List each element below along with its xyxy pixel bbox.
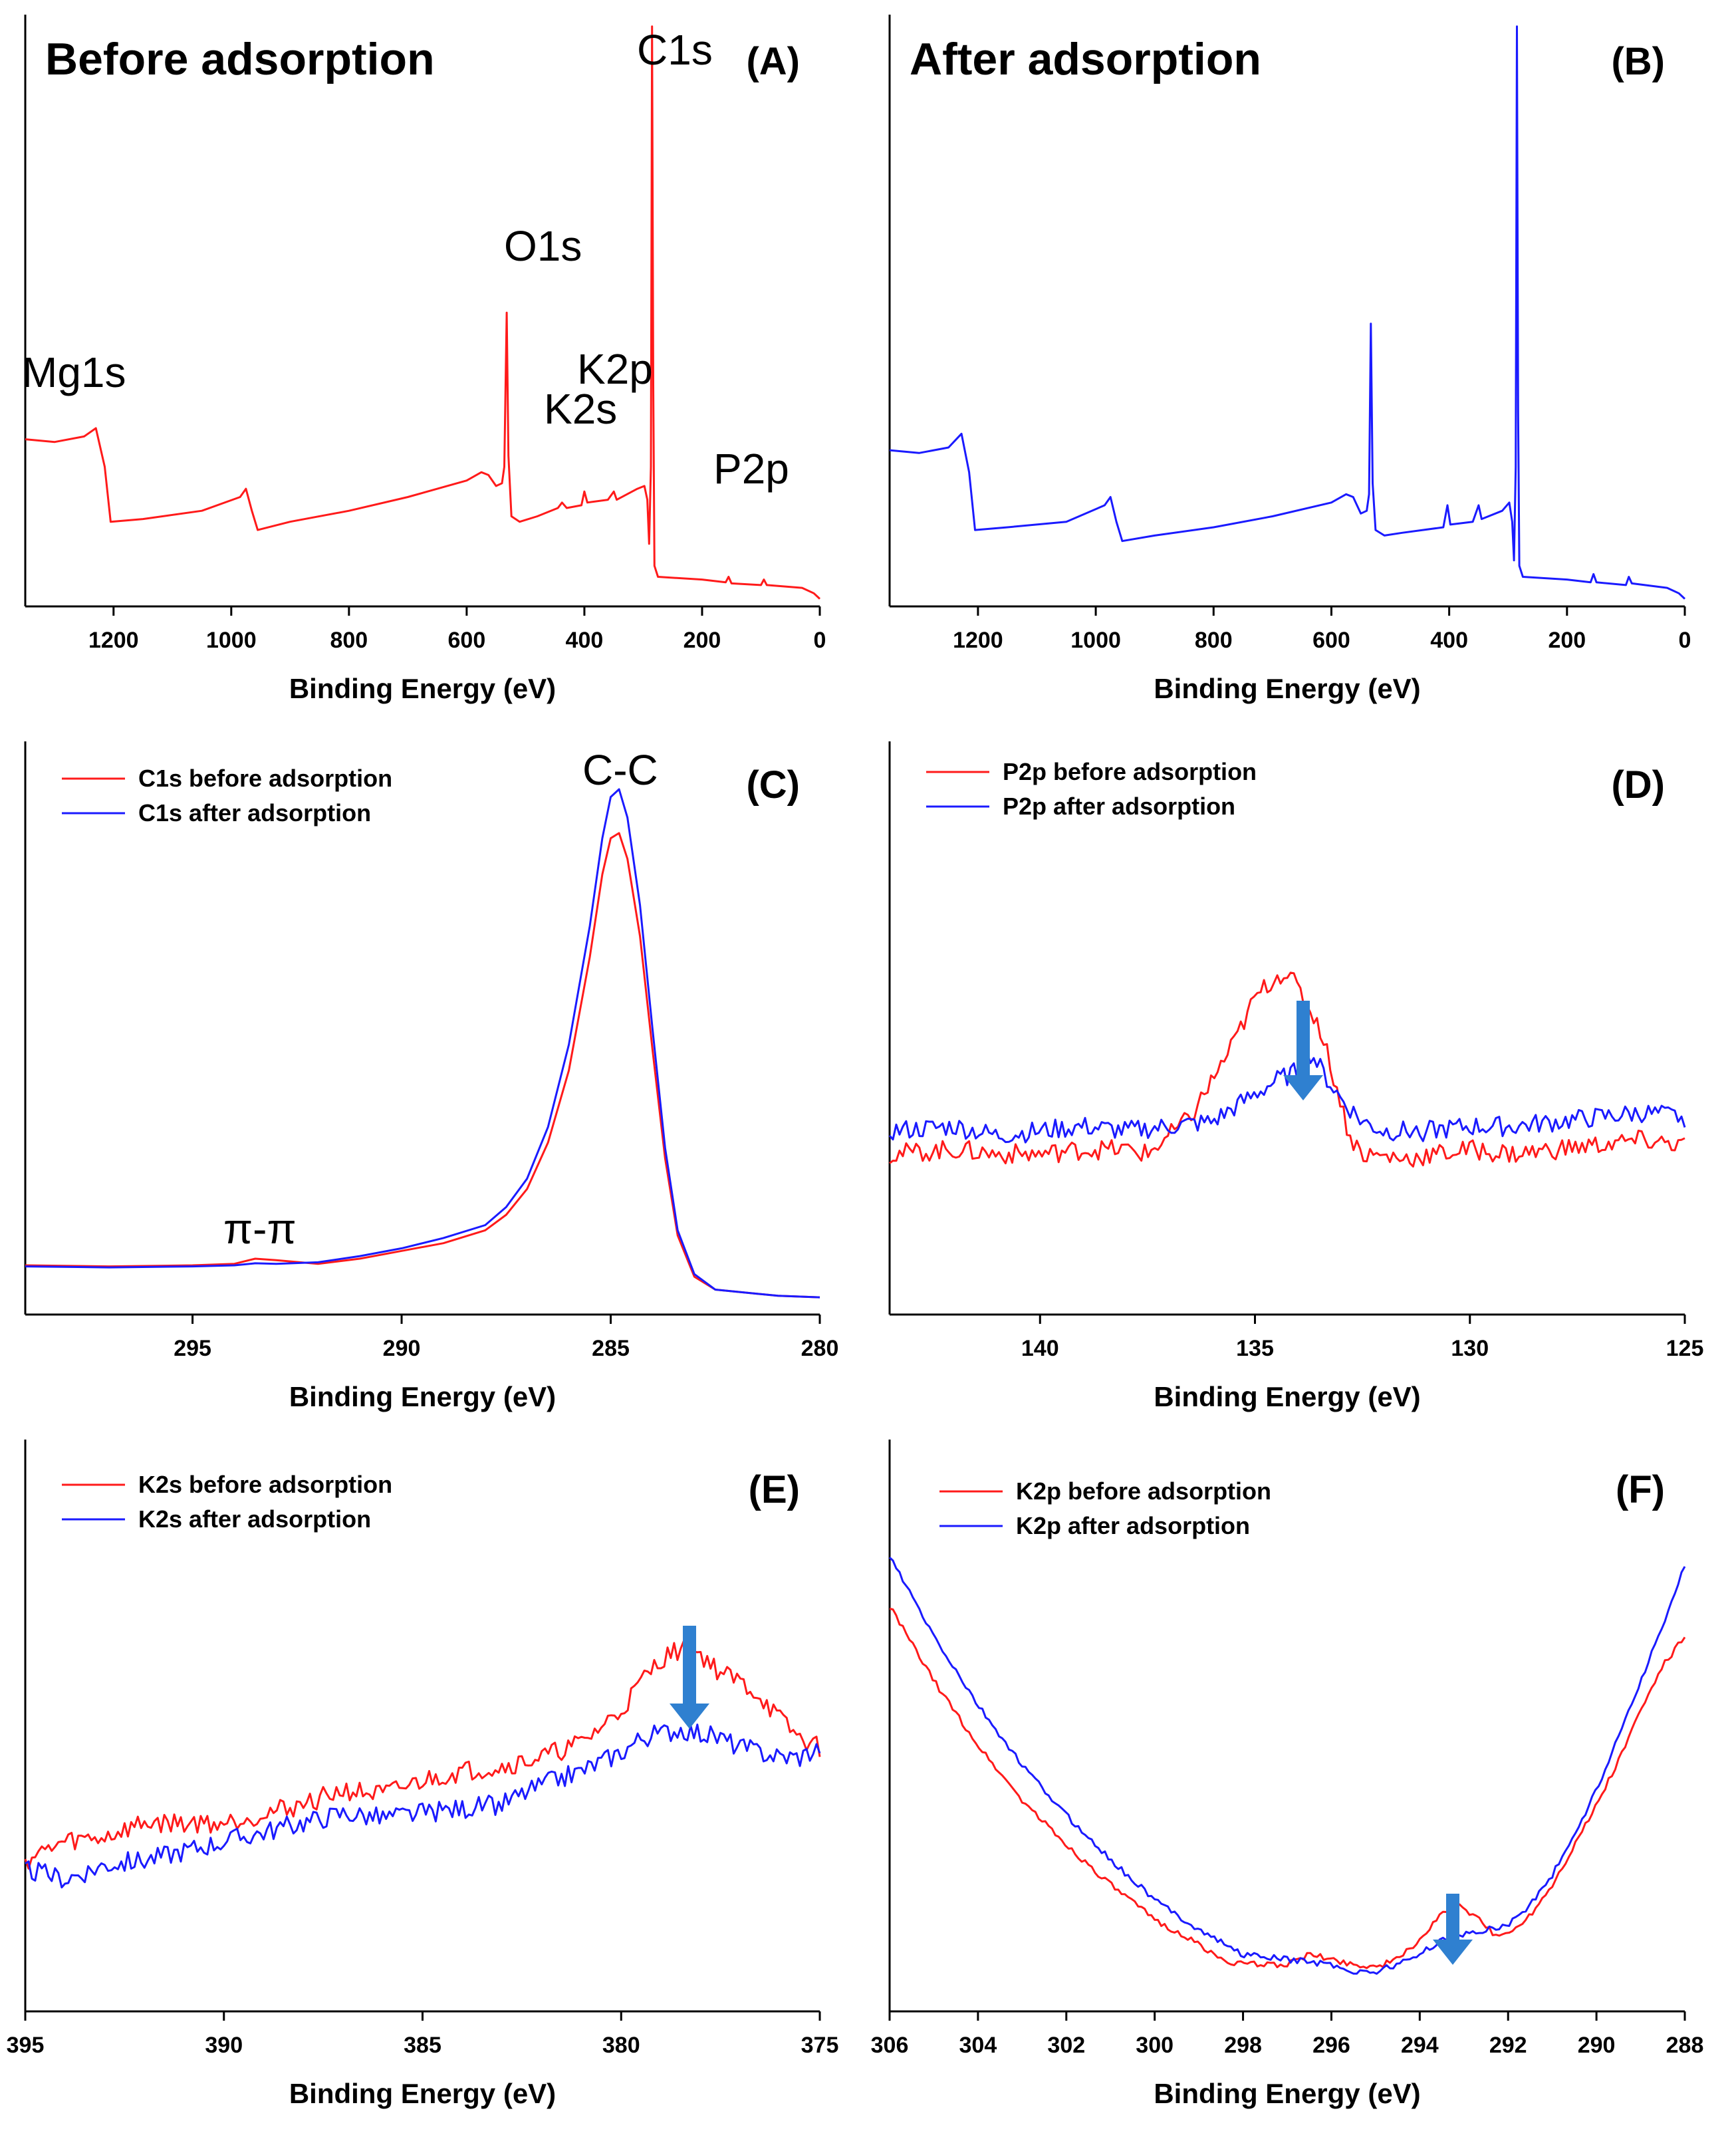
x-axis-label: Binding Energy (eV) (1154, 1381, 1420, 1412)
x-axis-label: Binding Energy (eV) (1154, 673, 1420, 704)
legend-label: K2s before adsorption (138, 1471, 392, 1498)
x-tick-label: 125 (1666, 1336, 1704, 1361)
x-tick-label: 0 (1679, 628, 1691, 653)
panel-f: 306 304 302 300 298 296 294 292 290 288 Binding En… (871, 1440, 1704, 2109)
x-tick-label: 285 (592, 1336, 630, 1361)
panel-letter: (F) (1616, 1468, 1665, 1511)
series-line (25, 25, 821, 600)
x-tick-label: 1200 (953, 628, 1003, 653)
x-tick-label: 380 (602, 2033, 640, 2058)
panel-letter: (D) (1611, 763, 1665, 807)
x-tick-label: 800 (330, 628, 368, 653)
peak-label: O1s (504, 222, 582, 270)
x-tick-label: 280 (801, 1336, 839, 1361)
panel-letter: (C) (746, 763, 800, 807)
peak-label: π-π (223, 1205, 297, 1253)
peak-label: P2p (713, 445, 789, 493)
legend-label: K2s after adsorption (138, 1505, 371, 1533)
series-line (24, 1639, 821, 1870)
x-tick-label: 292 (1489, 2033, 1527, 2058)
x-tick-label: 294 (1401, 2033, 1439, 2058)
panel-a: 1200 1000 800 600 400 200 0 Binding Energy (eV)… (22, 15, 826, 704)
legend-label: K2p before adsorption (1016, 1477, 1271, 1505)
x-tick-label: 0 (814, 628, 826, 653)
panel-letter: (B) (1611, 40, 1665, 83)
x-tick-label: 295 (174, 1336, 211, 1361)
x-tick-label: 400 (566, 628, 604, 653)
x-tick-label: 306 (871, 2033, 909, 2058)
x-tick-label: 395 (7, 2033, 45, 2058)
panel-e: 395 390 385 380 375 Binding Energy (eV) (E) K2s… (7, 1440, 839, 2109)
x-tick-label: 135 (1236, 1336, 1274, 1361)
peak-label: K2p (577, 345, 653, 393)
x-tick-label: 200 (1548, 628, 1586, 653)
x-tick-label: 290 (383, 1336, 421, 1361)
x-tick-label: 304 (959, 2033, 997, 2058)
x-tick-label: 288 (1666, 2033, 1704, 2058)
down-arrow-icon (1283, 1001, 1323, 1100)
panel-letter: (A) (746, 40, 800, 83)
x-tick-label: 400 (1430, 628, 1468, 653)
legend-label: P2p before adsorption (1003, 758, 1257, 785)
peak-label: K2s (544, 385, 617, 433)
peak-label: C1s (637, 26, 713, 74)
series-line (25, 788, 820, 1299)
x-tick-label: 385 (404, 2033, 441, 2058)
x-tick-label: 130 (1451, 1336, 1489, 1361)
x-axis-label: Binding Energy (eV) (289, 1381, 556, 1412)
series-line (888, 1051, 1686, 1144)
panel-title: After adsorption (910, 34, 1261, 84)
legend-label: K2p after adsorption (1016, 1512, 1250, 1539)
series-line (889, 1607, 1686, 1969)
x-axis-label: Binding Energy (eV) (1154, 2078, 1420, 2109)
x-tick-label: 600 (1312, 628, 1350, 653)
series-line (25, 1723, 821, 1889)
x-tick-label: 1200 (88, 628, 139, 653)
panel-d: 140 135 130 125 Binding Energy (eV) (D) P2p be… (888, 741, 1704, 1412)
x-tick-label: 300 (1136, 2033, 1174, 2058)
x-tick-label: 600 (448, 628, 486, 653)
x-tick-label: 140 (1021, 1336, 1059, 1361)
x-tick-label: 302 (1047, 2033, 1085, 2058)
x-tick-label: 375 (801, 2033, 839, 2058)
down-arrow-icon (1433, 1894, 1473, 1965)
x-axis-label: Binding Energy (eV) (289, 673, 556, 704)
series-line (888, 1557, 1686, 1975)
panel-title: Before adsorption (45, 34, 435, 84)
panel-c: 295 290 285 280 Binding Energy (eV) (C) C-C π-π… (24, 741, 839, 1412)
x-axis-label: Binding Energy (eV) (289, 2078, 556, 2109)
x-tick-label: 200 (683, 628, 721, 653)
x-tick-label: 298 (1224, 2033, 1262, 2058)
x-tick-label: 1000 (206, 628, 257, 653)
legend-label: P2p after adsorption (1003, 793, 1235, 820)
series-line (889, 25, 1686, 600)
peak-label: C-C (582, 746, 658, 794)
legend-label: C1s after adsorption (138, 799, 371, 826)
x-tick-label: 296 (1312, 2033, 1350, 2058)
panel-letter: (E) (749, 1468, 800, 1511)
x-tick-label: 1000 (1070, 628, 1121, 653)
peak-label: Mg1s (22, 348, 126, 396)
legend-label: C1s before adsorption (138, 765, 392, 792)
series-line (25, 832, 820, 1299)
x-tick-label: 290 (1578, 2033, 1616, 2058)
series-line (889, 971, 1685, 1168)
x-tick-label: 800 (1195, 628, 1233, 653)
x-tick-label: 390 (205, 2033, 243, 2058)
down-arrow-icon (670, 1626, 709, 1729)
panel-b: 1200 1000 800 600 400 200 0 Binding Energy (eV)… (888, 15, 1691, 704)
